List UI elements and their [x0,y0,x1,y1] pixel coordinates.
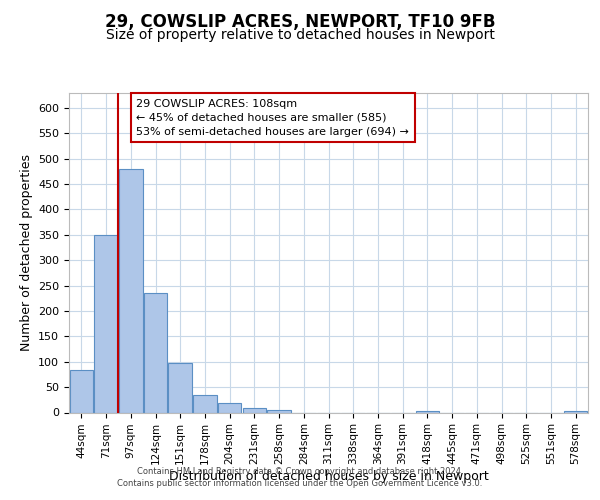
Bar [169,363,192,412]
Bar [193,394,217,412]
Y-axis label: Number of detached properties: Number of detached properties [20,154,32,351]
Bar [94,234,118,412]
Bar [242,408,266,412]
Bar [218,404,241,412]
X-axis label: Distribution of detached houses by size in Newport: Distribution of detached houses by size … [169,470,488,483]
Bar [268,410,291,412]
Bar [70,370,93,412]
Text: 29, COWSLIP ACRES, NEWPORT, TF10 9FB: 29, COWSLIP ACRES, NEWPORT, TF10 9FB [105,12,495,30]
Text: Size of property relative to detached houses in Newport: Size of property relative to detached ho… [106,28,494,42]
Bar [144,293,167,412]
Bar [119,168,143,412]
Text: Contains HM Land Registry data © Crown copyright and database right 2024.
Contai: Contains HM Land Registry data © Crown c… [118,466,482,487]
Text: 29 COWSLIP ACRES: 108sqm
← 45% of detached houses are smaller (585)
53% of semi-: 29 COWSLIP ACRES: 108sqm ← 45% of detach… [136,99,409,137]
